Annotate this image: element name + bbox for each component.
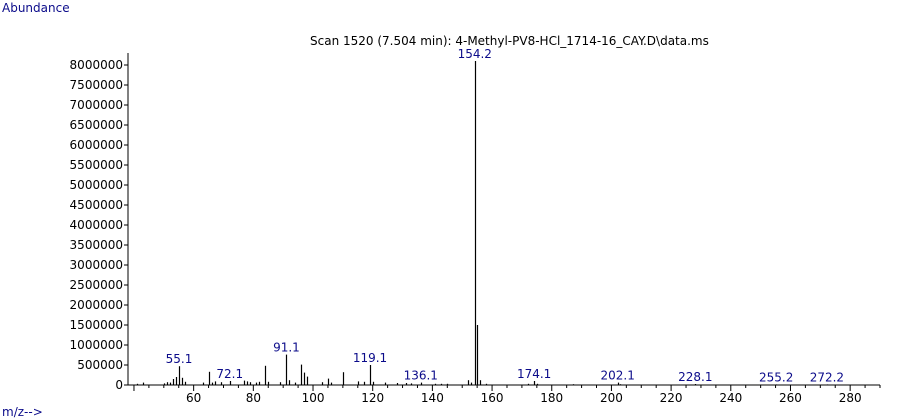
- x-tick-label: 220: [660, 391, 683, 405]
- chart-title: Scan 1520 (7.504 min): 4-Methyl-PV8-HCl_…: [310, 34, 709, 48]
- peak-annotation-label: 91.1: [273, 341, 300, 355]
- peak-annotation-label: 154.2: [458, 47, 492, 61]
- x-tick-label: 120: [361, 391, 384, 405]
- y-tick-label: 6500000: [70, 118, 123, 132]
- y-tick-label: 0: [115, 378, 123, 392]
- peak-annotation-label: 228.1: [678, 370, 712, 384]
- y-axis-label: Abundance: [2, 1, 70, 15]
- y-tick-label: 5500000: [70, 158, 123, 172]
- x-tick-label: 140: [421, 391, 444, 405]
- x-tick-label: 240: [719, 391, 742, 405]
- y-tick-label: 4000000: [70, 218, 123, 232]
- x-tick-label: 260: [779, 391, 802, 405]
- peak-annotations: 55.1 72.1 91.1 119.1 136.1 154.2 174.1 202.1 228…: [166, 47, 844, 384]
- x-tick-label: 100: [302, 391, 325, 405]
- y-tick-label: 8000000: [70, 58, 123, 72]
- chart-axes: [127, 53, 880, 386]
- spectrum-peaks: [136, 61, 829, 385]
- peak-annotation-label: 136.1: [404, 369, 438, 383]
- peak-annotation-label: 174.1: [517, 367, 551, 381]
- x-axis-ticks: 60 80 100 120 140 160 180 200 220 240 260 280: [133, 385, 881, 405]
- peak-annotation-label: 202.1: [601, 369, 635, 383]
- y-tick-label: 4500000: [70, 198, 123, 212]
- y-tick-label: 2500000: [70, 278, 123, 292]
- y-tick-label: 500000: [77, 358, 123, 372]
- y-tick-label: 3500000: [70, 238, 123, 252]
- y-tick-label: 1000000: [70, 338, 123, 352]
- peak-annotation-label: 55.1: [166, 352, 193, 366]
- x-tick-label: 180: [540, 391, 563, 405]
- y-tick-label: 7500000: [70, 78, 123, 92]
- x-tick-label: 160: [481, 391, 504, 405]
- x-tick-label: 280: [839, 391, 862, 405]
- peak-annotation-label: 272.2: [810, 370, 844, 384]
- y-tick-label: 6000000: [70, 138, 123, 152]
- peak-annotation-label: 119.1: [353, 351, 387, 365]
- x-tick-label: 60: [186, 391, 201, 405]
- y-tick-label: 3000000: [70, 258, 123, 272]
- x-axis-label: m/z-->: [2, 405, 43, 419]
- peak-annotation-label: 72.1: [216, 367, 243, 381]
- y-tick-label: 5000000: [70, 178, 123, 192]
- y-tick-label: 1500000: [70, 318, 123, 332]
- x-tick-label: 80: [246, 391, 261, 405]
- y-axis-ticks: 500000 1000000 1500000 2000000 2500000 300000…: [70, 58, 128, 392]
- peak-annotation-label: 255.2: [759, 370, 793, 384]
- x-tick-label: 200: [600, 391, 623, 405]
- y-tick-label: 7000000: [70, 98, 123, 112]
- y-tick-label: 2000000: [70, 298, 123, 312]
